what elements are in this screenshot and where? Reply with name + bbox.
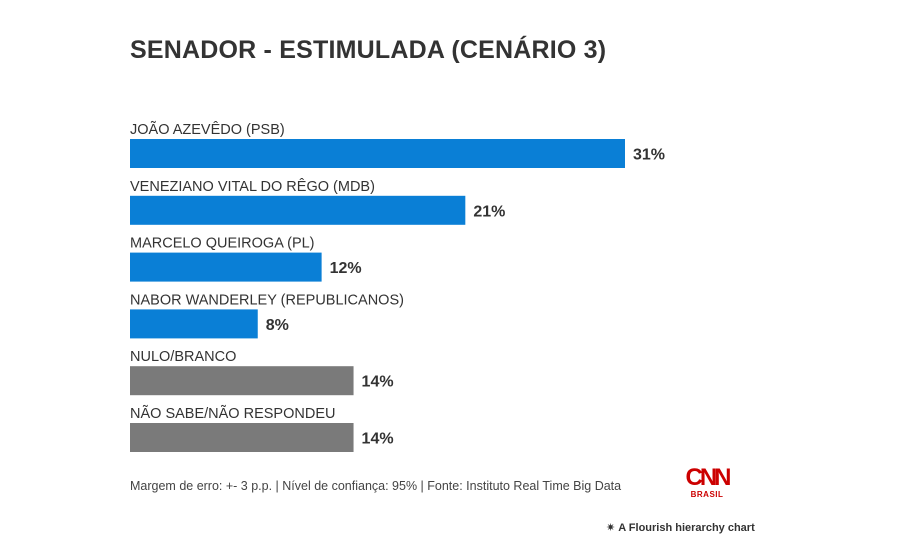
value-label: 31% [633, 147, 665, 164]
category-label: MARCELO QUEIROGA (PL) [130, 236, 315, 252]
value-label: 12% [330, 260, 362, 277]
footer-note: Margem de erro: +- 3 p.p. | Nível de con… [130, 479, 622, 493]
category-label: NABOR WANDERLEY (REPUBLICANOS) [130, 292, 404, 308]
bar[interactable] [130, 423, 354, 452]
value-label: 14% [362, 374, 394, 391]
flourish-star-icon: ✷ [606, 522, 616, 534]
bar[interactable] [130, 309, 258, 339]
flourish-credit-text: A Flourish hierarchy chart [618, 522, 755, 534]
category-label: NULO/BRANCO [130, 349, 236, 365]
logo-word: CNN [685, 464, 732, 491]
category-label: VENEZIANO VITAL DO RÊGO (MDB) [130, 178, 375, 195]
category-label: JOÃO AZEVÊDO (PSB) [130, 121, 285, 138]
bar[interactable] [130, 252, 322, 282]
cnn-brasil-logo: CNN BRASIL [683, 464, 732, 502]
bar-chart: JOÃO AZEVÊDO (PSB) 31% VENEZIANO VITAL DO … [130, 121, 665, 452]
value-label: 8% [266, 317, 289, 334]
chart-title: SENADOR - ESTIMULADA (CENÁRIO 3) [130, 36, 607, 64]
bar[interactable] [130, 366, 354, 396]
logo-sub: BRASIL [690, 490, 724, 499]
flourish-credit[interactable]: ✷ A Flourish hierarchy chart [606, 521, 755, 534]
value-label: 21% [473, 203, 505, 220]
value-label: 14% [362, 431, 394, 448]
category-label: NÃO SABE/NÃO RESPONDEU [130, 405, 335, 422]
bar[interactable] [130, 139, 625, 168]
bar[interactable] [130, 195, 466, 225]
